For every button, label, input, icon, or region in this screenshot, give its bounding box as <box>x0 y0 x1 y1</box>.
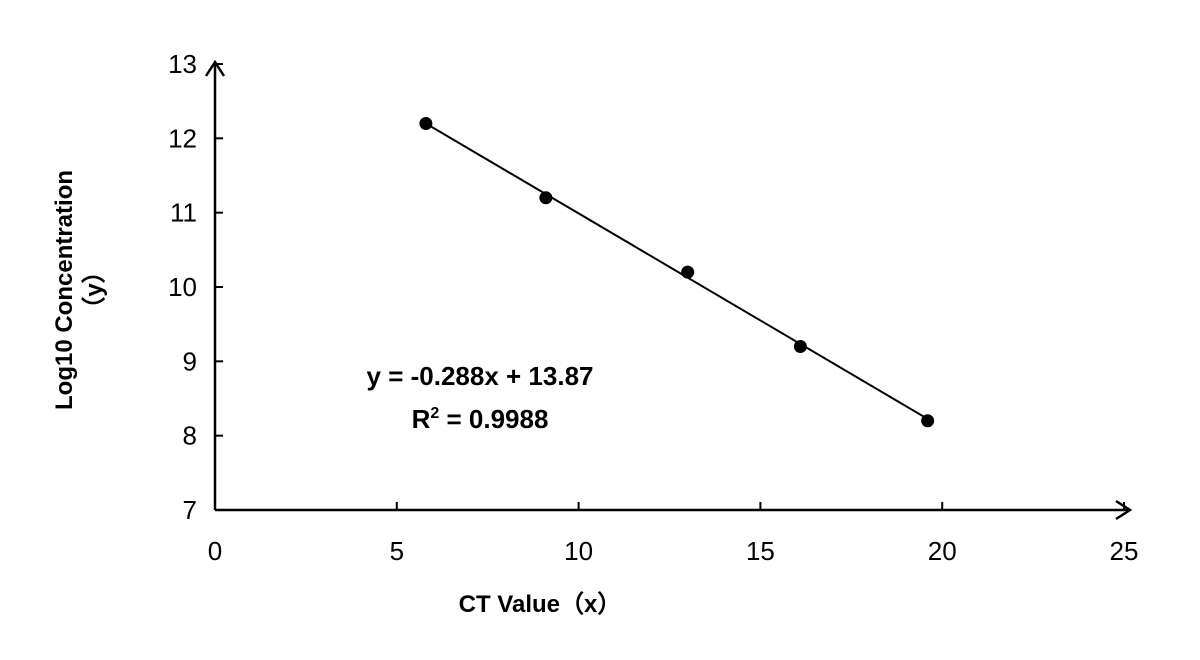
data-point <box>681 265 695 279</box>
equation-annotation: y = -0.288x + 13.87 <box>367 361 594 391</box>
y-axis-label-variable: （y） <box>81 259 108 320</box>
y-tick-label: 11 <box>170 198 197 228</box>
data-point <box>793 339 807 353</box>
data-point <box>921 414 935 428</box>
y-tick-label: 8 <box>183 421 197 451</box>
x-tick-label: 10 <box>564 536 593 566</box>
data-point <box>419 116 433 130</box>
tick-labels: 0 5 10 15 20 25 7 8 9 10 11 12 13 <box>168 49 1138 566</box>
data-point <box>539 191 553 205</box>
x-tick-label: 0 <box>208 536 222 566</box>
data-points <box>419 116 935 428</box>
y-tick-label: 13 <box>168 49 197 79</box>
trendline <box>425 122 929 420</box>
trendline-group <box>425 122 929 420</box>
y-tick-label: 10 <box>168 272 197 302</box>
x-axis-arrow <box>1115 499 1133 521</box>
y-axis-arrow <box>204 59 226 77</box>
y-tick-label: 12 <box>168 123 197 153</box>
x-axis-label: CT Value（x） <box>459 591 622 618</box>
x-tick-label: 25 <box>1110 536 1139 566</box>
r-squared-annotation: R2 = 0.9988 <box>412 404 549 434</box>
axes <box>204 59 1133 521</box>
x-tick-label: 5 <box>390 536 404 566</box>
x-tick-label: 15 <box>746 536 775 566</box>
x-tick-label: 20 <box>928 536 957 566</box>
y-axis-label: Log10 Concentration <box>51 170 78 410</box>
y-tick-label: 7 <box>183 495 197 525</box>
y-tick-label: 9 <box>183 346 197 376</box>
